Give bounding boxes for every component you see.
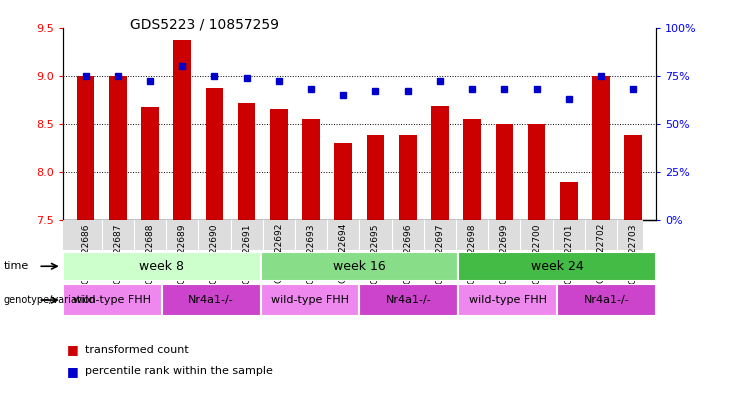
Text: GSM1322702: GSM1322702 (597, 223, 605, 283)
Text: GSM1322690: GSM1322690 (210, 223, 219, 283)
Text: GSM1322696: GSM1322696 (403, 223, 412, 283)
Text: GSM1322686: GSM1322686 (81, 223, 90, 283)
Text: genotype/variation: genotype/variation (4, 295, 96, 305)
Bar (261, 252, 458, 281)
Text: GSM1322694: GSM1322694 (339, 223, 348, 283)
Bar (109, 75, 127, 220)
Bar (173, 40, 191, 220)
Text: wild-type FHH: wild-type FHH (73, 295, 151, 305)
Text: GSM1322688: GSM1322688 (145, 223, 154, 283)
Bar (625, 135, 642, 220)
Bar (141, 107, 159, 220)
Text: week 16: week 16 (333, 260, 386, 273)
Bar (63, 284, 162, 316)
Text: Nr4a1-/-: Nr4a1-/- (386, 295, 432, 305)
Text: ■: ■ (67, 365, 79, 378)
Text: transformed count: transformed count (85, 345, 189, 355)
Bar (205, 88, 223, 220)
Text: GSM1322691: GSM1322691 (242, 223, 251, 283)
Text: ■: ■ (67, 343, 79, 356)
Text: GSM1322699: GSM1322699 (500, 223, 509, 283)
Bar (302, 119, 320, 220)
Bar (367, 135, 385, 220)
Bar (528, 124, 545, 220)
Bar (557, 284, 656, 316)
Text: GSM1322703: GSM1322703 (628, 223, 638, 283)
Bar (334, 143, 352, 220)
Text: Nr4a1-/-: Nr4a1-/- (583, 295, 629, 305)
Bar (162, 284, 261, 316)
Bar (270, 109, 288, 220)
Bar (496, 124, 514, 220)
Text: percentile rank within the sample: percentile rank within the sample (85, 366, 273, 376)
Text: GSM1322697: GSM1322697 (436, 223, 445, 283)
Text: time: time (4, 261, 29, 271)
Text: GSM1322695: GSM1322695 (371, 223, 380, 283)
Bar (458, 252, 656, 281)
Text: wild-type FHH: wild-type FHH (468, 295, 547, 305)
Bar (463, 119, 481, 220)
Bar (560, 182, 578, 220)
Text: week 24: week 24 (531, 260, 583, 273)
Text: GSM1322692: GSM1322692 (274, 223, 283, 283)
Bar (261, 284, 359, 316)
Bar (359, 284, 458, 316)
Text: GDS5223 / 10857259: GDS5223 / 10857259 (130, 18, 279, 32)
Text: GSM1322701: GSM1322701 (565, 223, 574, 283)
Bar (458, 284, 557, 316)
Text: GSM1322698: GSM1322698 (468, 223, 476, 283)
Text: GSM1322687: GSM1322687 (113, 223, 122, 283)
Text: GSM1322700: GSM1322700 (532, 223, 541, 283)
Bar (592, 75, 610, 220)
Text: GSM1322689: GSM1322689 (178, 223, 187, 283)
Bar (431, 107, 449, 220)
Bar (238, 103, 256, 220)
Bar (399, 135, 416, 220)
Text: wild-type FHH: wild-type FHH (271, 295, 349, 305)
Bar (63, 252, 261, 281)
Text: GSM1322693: GSM1322693 (307, 223, 316, 283)
Text: week 8: week 8 (139, 260, 185, 273)
Text: Nr4a1-/-: Nr4a1-/- (188, 295, 234, 305)
Bar (76, 75, 94, 220)
